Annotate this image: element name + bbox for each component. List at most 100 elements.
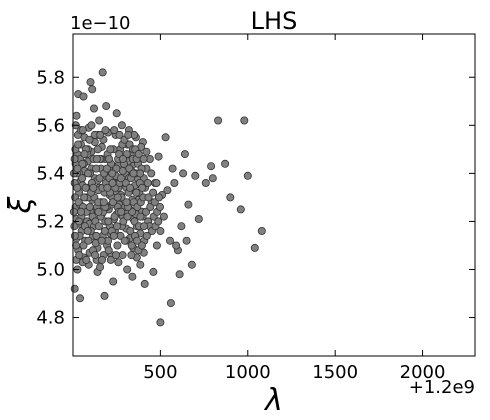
data-point	[91, 252, 98, 259]
data-point	[251, 244, 258, 251]
y-tick-label: 5.0	[36, 259, 65, 280]
data-point	[118, 122, 125, 129]
data-point	[116, 131, 123, 138]
data-point	[99, 69, 106, 76]
data-point	[241, 117, 248, 124]
data-point	[79, 175, 86, 182]
data-point	[150, 189, 157, 196]
data-point	[95, 223, 102, 230]
data-point	[129, 273, 136, 280]
data-point	[119, 252, 126, 259]
data-point	[173, 242, 180, 249]
data-point	[227, 194, 234, 201]
y-tick-label: 5.8	[36, 67, 65, 88]
data-point	[94, 146, 101, 153]
data-point	[96, 117, 103, 124]
data-point	[81, 151, 88, 158]
data-point	[77, 208, 84, 215]
data-point	[105, 247, 112, 254]
data-point	[90, 105, 97, 112]
x-tick-label: 2000	[400, 362, 446, 383]
data-point	[86, 203, 93, 210]
data-point	[109, 170, 116, 177]
data-point	[155, 218, 162, 225]
y-tick-label: 5.4	[36, 163, 65, 184]
data-point	[98, 256, 105, 263]
data-point	[71, 232, 78, 239]
data-point	[76, 295, 83, 302]
data-point	[71, 285, 78, 292]
data-point	[166, 237, 173, 244]
data-point	[117, 175, 124, 182]
y-tick-label: 5.2	[36, 211, 65, 232]
data-point	[110, 232, 117, 239]
data-point	[180, 170, 187, 177]
data-point	[74, 184, 81, 191]
y-axis-label: ξ	[3, 196, 38, 214]
data-point	[73, 112, 80, 119]
data-point	[155, 153, 162, 160]
data-point	[148, 170, 155, 177]
data-point	[133, 237, 140, 244]
data-point	[85, 237, 92, 244]
data-point	[70, 208, 77, 215]
data-point	[105, 155, 112, 162]
data-point	[130, 170, 137, 177]
data-point	[87, 79, 94, 86]
data-point	[95, 208, 102, 215]
data-point	[114, 194, 121, 201]
data-point	[167, 300, 174, 307]
data-point	[153, 179, 160, 186]
data-point	[98, 237, 105, 244]
data-point	[75, 141, 82, 148]
chart-title: LHS	[251, 7, 298, 35]
data-point	[83, 256, 90, 263]
x-tick-label: 1500	[312, 362, 358, 383]
x-tick-label: 1000	[225, 362, 271, 383]
data-point	[176, 271, 183, 278]
data-point	[76, 252, 83, 259]
data-point	[137, 170, 144, 177]
data-point	[133, 189, 140, 196]
data-point	[112, 252, 119, 259]
data-point	[89, 86, 96, 93]
y-tick-label: 4.8	[36, 308, 65, 329]
data-point	[156, 203, 163, 210]
data-point	[74, 165, 81, 172]
data-point	[84, 170, 91, 177]
data-point	[137, 261, 144, 268]
data-point	[188, 261, 195, 268]
data-point	[93, 165, 100, 172]
data-point	[102, 127, 109, 134]
data-point	[128, 252, 135, 259]
data-point	[185, 201, 192, 208]
data-point	[140, 223, 147, 230]
data-point	[237, 206, 244, 213]
x-tick-label: 500	[143, 362, 177, 383]
data-point	[109, 179, 116, 186]
x-axis-label: λ	[263, 383, 283, 418]
data-point	[101, 292, 108, 299]
data-point	[157, 319, 164, 326]
data-point	[123, 199, 130, 206]
data-point	[126, 184, 133, 191]
y-axis-ticks: 4.85.05.25.45.65.8	[36, 67, 475, 328]
data-point	[90, 184, 97, 191]
data-point	[124, 266, 131, 273]
data-point	[195, 215, 202, 222]
data-point	[171, 179, 178, 186]
data-point	[183, 237, 190, 244]
data-point	[88, 122, 95, 129]
data-point	[119, 155, 126, 162]
y-multiplier-label: 1e−10	[70, 13, 131, 34]
data-point	[169, 165, 176, 172]
data-point	[222, 160, 229, 167]
data-point	[81, 194, 88, 201]
data-point	[79, 127, 86, 134]
data-point	[150, 268, 157, 275]
data-points	[70, 69, 265, 326]
data-point	[80, 93, 87, 100]
data-point	[113, 110, 120, 117]
data-point	[113, 223, 120, 230]
